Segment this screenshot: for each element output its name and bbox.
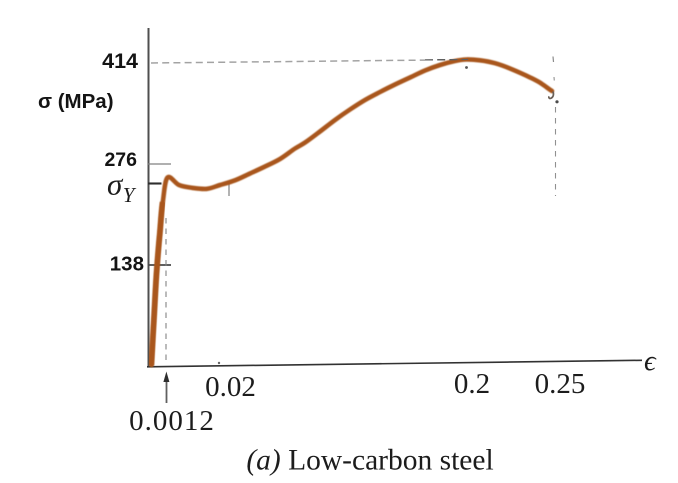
- svg-text:ϵ: ϵ: [644, 345, 657, 377]
- svg-text:σ (MPa): σ (MPa): [38, 90, 114, 113]
- svg-text:σY: σY: [107, 167, 137, 208]
- svg-text:276: 276: [104, 149, 137, 171]
- svg-text:138: 138: [110, 253, 144, 276]
- svg-text:0.25: 0.25: [535, 368, 586, 400]
- svg-text:0.0012: 0.0012: [129, 405, 215, 437]
- svg-text:(a) Low-carbon steel: (a) Low-carbon steel: [246, 445, 493, 477]
- svg-text:414: 414: [102, 49, 138, 73]
- svg-text:0.2: 0.2: [454, 368, 490, 400]
- svg-text:0.02: 0.02: [205, 371, 256, 403]
